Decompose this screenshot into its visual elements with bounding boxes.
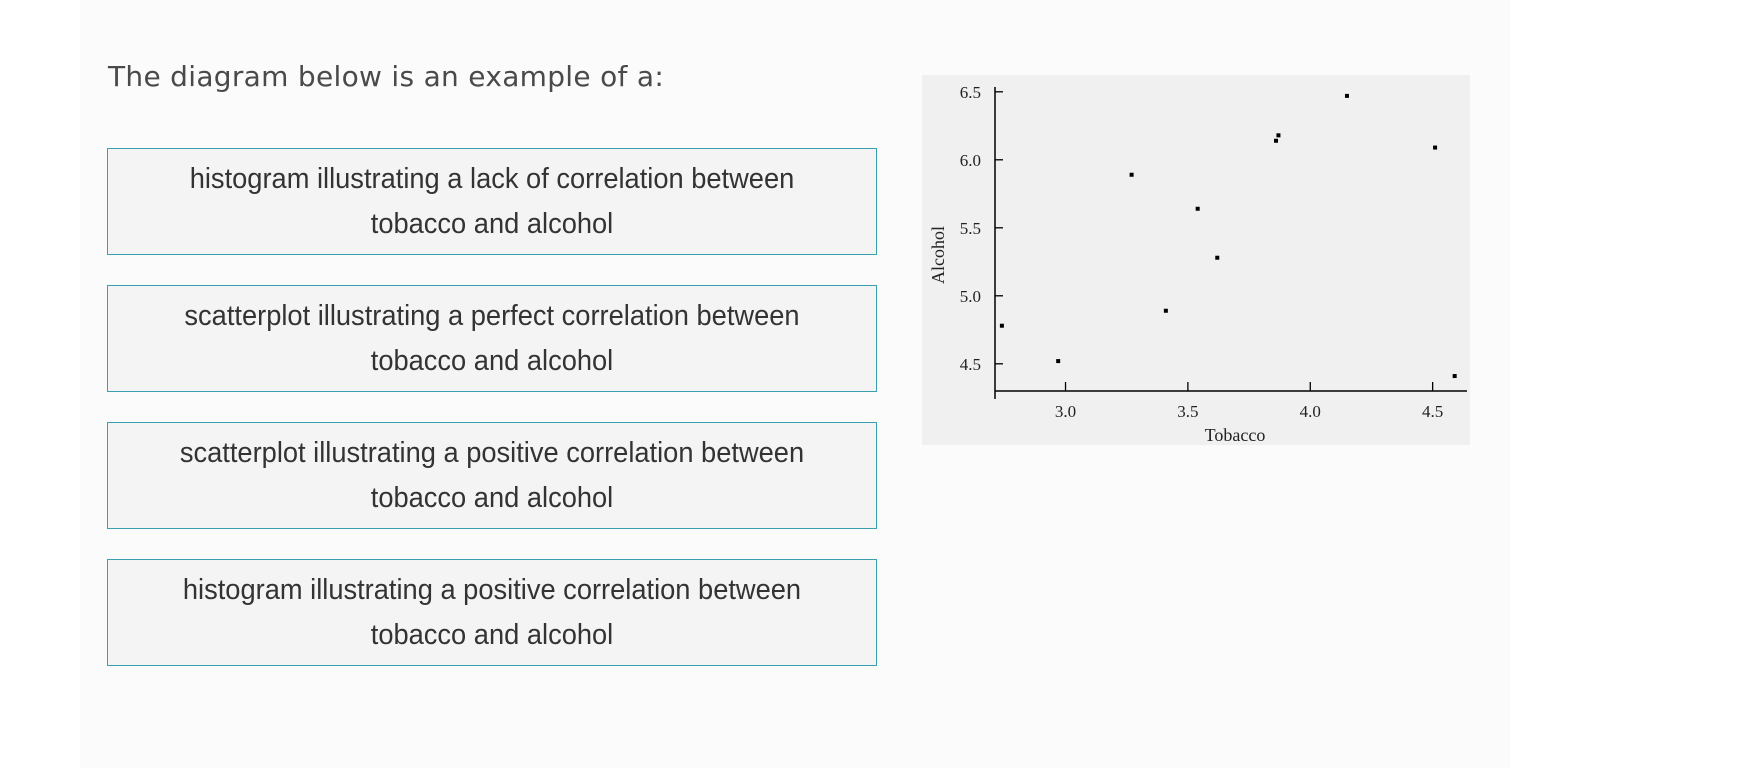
y-tick-label: 5.5 <box>960 219 981 238</box>
data-point <box>1276 133 1281 138</box>
data-point <box>1056 359 1061 364</box>
x-tick-label: 4.0 <box>1300 402 1321 421</box>
data-point <box>1274 138 1278 143</box>
data-point <box>999 323 1004 328</box>
x-tick-label: 4.5 <box>1422 402 1443 421</box>
x-tick-label: 3.0 <box>1055 402 1076 421</box>
scatterplot-figure: 4.5 5.0 5.5 6.0 6.5 3.0 3.5 4.0 4.5 Tobacco Alcoho… <box>922 75 1470 445</box>
data-point <box>1452 374 1457 379</box>
answer-options: histogram illustrating a lack of correla… <box>107 148 877 696</box>
y-tick-label: 6.5 <box>960 83 981 102</box>
data-point <box>1129 172 1134 177</box>
data-point <box>1215 255 1220 260</box>
x-axis-label: Tobacco <box>1205 425 1266 445</box>
answer-option-2-label: scatterplot illustrating a perfect corre… <box>184 299 800 377</box>
answer-option-4-label: histogram illustrating a positive correl… <box>182 573 802 651</box>
x-tick-label: 3.5 <box>1177 402 1198 421</box>
y-axis-label: Alcohol <box>928 226 948 284</box>
answer-option-3[interactable]: scatterplot illustrating a positive corr… <box>107 422 877 529</box>
answer-option-3-label: scatterplot illustrating a positive corr… <box>179 436 805 514</box>
data-point <box>1195 206 1200 211</box>
answer-option-1-label: histogram illustrating a lack of correla… <box>189 162 795 240</box>
y-tick-label: 6.0 <box>960 151 981 170</box>
answer-option-2[interactable]: scatterplot illustrating a perfect corre… <box>107 285 877 392</box>
data-point <box>1433 145 1438 150</box>
scatterplot-chart: 4.5 5.0 5.5 6.0 6.5 3.0 3.5 4.0 4.5 Tobacco Alcoho… <box>928 83 1467 445</box>
data-point <box>1163 308 1168 313</box>
answer-option-1[interactable]: histogram illustrating a lack of correla… <box>107 148 877 255</box>
y-tick-label: 4.5 <box>960 355 981 374</box>
y-tick-label: 5.0 <box>960 287 981 306</box>
answer-option-4[interactable]: histogram illustrating a positive correl… <box>107 559 877 666</box>
data-point <box>1344 93 1349 98</box>
question-prompt: The diagram below is an example of a: <box>108 60 665 93</box>
